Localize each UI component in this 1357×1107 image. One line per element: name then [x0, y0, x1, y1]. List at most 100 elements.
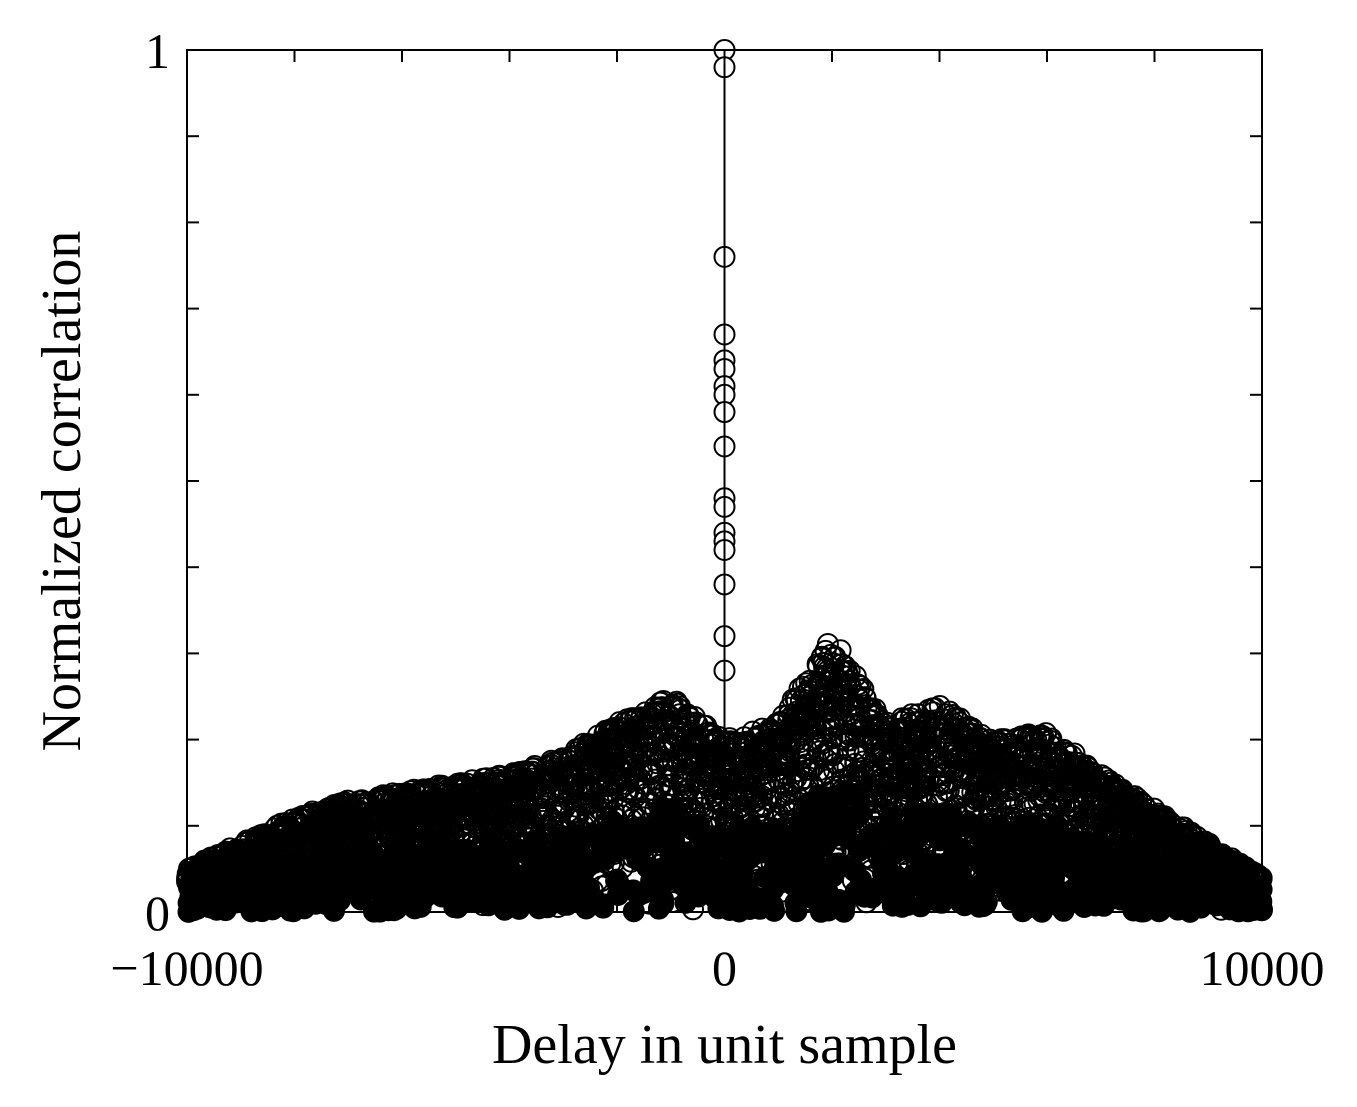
data-point — [1025, 729, 1048, 752]
data-point — [471, 800, 494, 823]
data-point — [831, 756, 854, 779]
data-point — [872, 712, 895, 735]
data-point — [892, 771, 915, 794]
data-point — [861, 733, 884, 756]
data-point — [996, 732, 1019, 755]
data-point — [308, 824, 331, 847]
data-point — [416, 781, 439, 804]
data-point — [399, 780, 422, 803]
data-point — [469, 776, 492, 799]
data-point — [883, 740, 906, 762]
data-point — [1090, 764, 1113, 787]
data-point — [621, 722, 643, 745]
data-point — [578, 734, 601, 757]
data-point — [1101, 778, 1124, 801]
data-point — [253, 826, 276, 849]
data-point — [751, 745, 774, 768]
data-point — [657, 705, 680, 728]
data-point — [957, 715, 980, 738]
data-point — [306, 802, 329, 824]
data-point — [868, 745, 891, 768]
data-point — [1172, 827, 1195, 850]
data-point — [417, 809, 440, 832]
data-point — [1152, 809, 1175, 832]
data-point — [674, 730, 697, 753]
data-point — [654, 713, 677, 736]
data-point — [488, 764, 511, 787]
data-point — [728, 735, 750, 758]
data-point — [731, 732, 754, 755]
data-point — [631, 727, 654, 750]
data-point — [578, 761, 601, 784]
data-point — [803, 678, 826, 701]
data-point — [333, 826, 356, 849]
data-point — [996, 881, 1018, 904]
data-point — [464, 808, 487, 831]
data-points-layer — [176, 39, 1273, 923]
data-point — [898, 712, 921, 735]
data-point — [413, 783, 436, 806]
data-point — [373, 896, 395, 919]
data-point — [608, 716, 631, 739]
data-point — [555, 828, 577, 851]
data-point — [966, 750, 989, 773]
data-point — [1110, 888, 1133, 911]
data-point — [808, 740, 831, 763]
data-point — [268, 832, 291, 855]
data-point — [816, 633, 839, 655]
data-point — [671, 874, 694, 897]
data-point — [785, 836, 808, 859]
data-point — [586, 759, 609, 782]
data-point — [370, 789, 393, 812]
data-point — [727, 818, 750, 841]
data-point — [349, 888, 372, 911]
data-point — [996, 764, 1019, 787]
data-point — [593, 722, 616, 745]
data-point — [1138, 825, 1161, 848]
data-point — [626, 748, 649, 770]
data-point — [1086, 808, 1109, 831]
data-point — [259, 831, 282, 854]
data-point — [809, 667, 832, 690]
data-point — [753, 774, 776, 797]
data-point — [930, 891, 953, 914]
data-point — [977, 743, 1000, 766]
data-point — [1109, 779, 1132, 802]
data-point — [915, 752, 938, 774]
data-point — [649, 797, 671, 820]
data-point — [757, 720, 780, 743]
data-point — [773, 795, 796, 818]
data-point — [817, 740, 839, 763]
data-point — [903, 749, 926, 772]
data-point — [1195, 845, 1218, 868]
data-point — [725, 781, 748, 804]
data-point — [1044, 741, 1067, 764]
data-point — [912, 747, 935, 770]
data-point — [1110, 797, 1132, 820]
data-point — [1033, 760, 1055, 783]
data-point — [989, 762, 1012, 785]
data-point — [605, 869, 628, 892]
data-point — [788, 677, 811, 700]
data-point — [430, 774, 453, 797]
data-point — [1159, 815, 1182, 838]
data-point — [707, 771, 730, 794]
data-point — [1001, 796, 1024, 819]
data-point — [942, 712, 965, 735]
data-point — [403, 815, 426, 838]
data-point — [718, 758, 741, 781]
data-point — [848, 840, 871, 862]
data-point — [565, 741, 588, 764]
data-point — [226, 844, 249, 867]
data-point — [785, 703, 808, 726]
data-point — [784, 687, 807, 710]
data-point — [937, 779, 960, 802]
data-point — [982, 790, 1004, 813]
data-point — [1060, 829, 1083, 852]
data-point — [977, 785, 1000, 807]
data-point — [670, 770, 693, 793]
data-point — [436, 791, 459, 814]
data-point — [571, 791, 594, 814]
data-point — [542, 762, 565, 785]
